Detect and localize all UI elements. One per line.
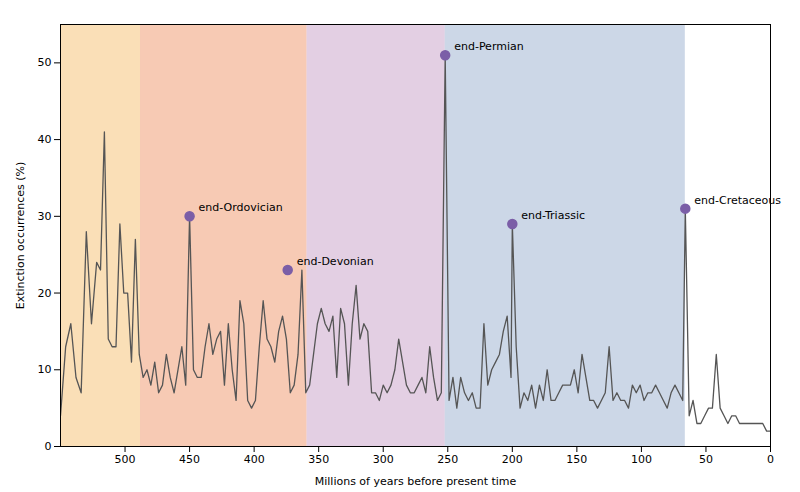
svg-text:300: 300 xyxy=(373,453,394,466)
svg-text:200: 200 xyxy=(502,453,523,466)
svg-text:Millions of years before prese: Millions of years before present time xyxy=(315,475,517,488)
svg-text:50: 50 xyxy=(38,56,52,69)
svg-text:400: 400 xyxy=(244,453,265,466)
svg-text:150: 150 xyxy=(566,453,587,466)
svg-text:Extinction occurrences (%): Extinction occurrences (%) xyxy=(14,162,27,310)
svg-text:250: 250 xyxy=(437,453,458,466)
svg-text:end-Permian: end-Permian xyxy=(454,40,524,53)
svg-text:450: 450 xyxy=(179,453,200,466)
svg-text:500: 500 xyxy=(115,453,136,466)
svg-text:end-Triassic: end-Triassic xyxy=(521,209,585,222)
svg-text:end-Ordovician: end-Ordovician xyxy=(199,201,283,214)
svg-text:end-Cretaceous: end-Cretaceous xyxy=(694,194,781,207)
svg-text:100: 100 xyxy=(631,453,652,466)
svg-text:40: 40 xyxy=(38,133,52,146)
svg-text:0: 0 xyxy=(45,440,52,453)
svg-text:20: 20 xyxy=(38,287,52,300)
svg-text:350: 350 xyxy=(308,453,329,466)
svg-text:50: 50 xyxy=(699,453,713,466)
svg-text:30: 30 xyxy=(38,210,52,223)
svg-text:end-Devonian: end-Devonian xyxy=(297,255,374,268)
svg-text:10: 10 xyxy=(38,363,52,376)
svg-text:0: 0 xyxy=(767,453,774,466)
